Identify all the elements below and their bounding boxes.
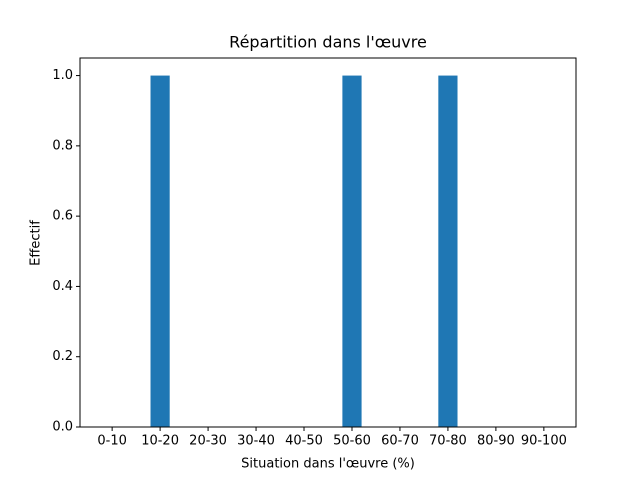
- y-tick-label: 0.2: [52, 349, 73, 364]
- axes-frame: [79, 57, 577, 428]
- y-tick-label: 0.0: [52, 420, 73, 435]
- x-axis-label: Situation dans l'œuvre (%): [241, 457, 415, 472]
- y-tick-label: 0.4: [52, 279, 73, 294]
- x-tick-label: 50-60: [333, 434, 371, 449]
- bar: [438, 75, 458, 428]
- chart-title: Répartition dans l'œuvre: [229, 33, 427, 52]
- x-tick-label: 70-80: [429, 434, 467, 449]
- y-tick-label: 1.0: [52, 68, 73, 83]
- x-tick-label: 0-10: [97, 434, 127, 449]
- x-tick-label: 60-70: [381, 434, 419, 449]
- x-tick-label: 80-90: [477, 434, 515, 449]
- x-tick-label: 40-50: [285, 434, 323, 449]
- bar: [342, 75, 362, 428]
- y-axis-label: Effectif: [29, 220, 44, 266]
- y-tick-label: 0.6: [52, 209, 73, 224]
- y-tick-label: 0.8: [52, 138, 73, 153]
- x-tick-label: 10-20: [141, 434, 179, 449]
- x-tick-label: 20-30: [189, 434, 227, 449]
- x-tick-label: 90-100: [521, 434, 567, 449]
- x-tick-label: 30-40: [237, 434, 275, 449]
- bar: [150, 75, 170, 428]
